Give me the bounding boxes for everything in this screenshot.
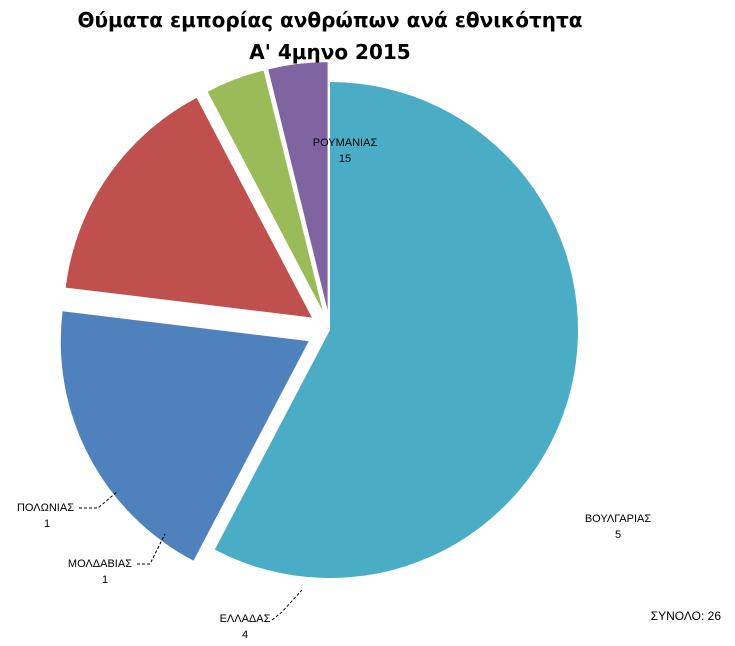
- pie-slice-2: [60, 311, 309, 561]
- slice-label-4: ΜΟΛΔΑΒΙΑΣ: [68, 558, 132, 570]
- total-label: ΣΥΝΟΛΟ: 26: [650, 609, 721, 623]
- slice-label-5: ΠΟΛΩΝΙΑΣ: [17, 502, 74, 514]
- slice-value-3: 4: [242, 629, 248, 641]
- pie-slice-5: [268, 62, 328, 311]
- chart-subtitle: Α' 4μηνο 2015: [249, 40, 411, 64]
- slice-label-1: ΡΟΥΜΑΝΙΑΣ: [313, 137, 378, 149]
- pie-slice-3: [65, 97, 312, 318]
- slice-value-5: 1: [44, 518, 50, 530]
- slice-value-1: 15: [339, 153, 351, 165]
- leader-line-5: [79, 490, 119, 509]
- slice-label-2: ΒΟΥΛΓΑΡΙΑΣ: [585, 513, 652, 525]
- pie-slice-4: [207, 70, 323, 312]
- pie-slice-1: [214, 82, 578, 578]
- slice-value-2: 5: [615, 529, 621, 541]
- leader-line-4: [137, 533, 166, 565]
- slice-value-4: 1: [102, 574, 108, 586]
- chart-title: Θύματα εμπορίας ανθρώπων ανά εθνικότητα: [77, 8, 583, 32]
- slice-label-3: ΕΛΛΑΔΑΣ: [220, 613, 271, 625]
- leader-line-3: [271, 589, 303, 621]
